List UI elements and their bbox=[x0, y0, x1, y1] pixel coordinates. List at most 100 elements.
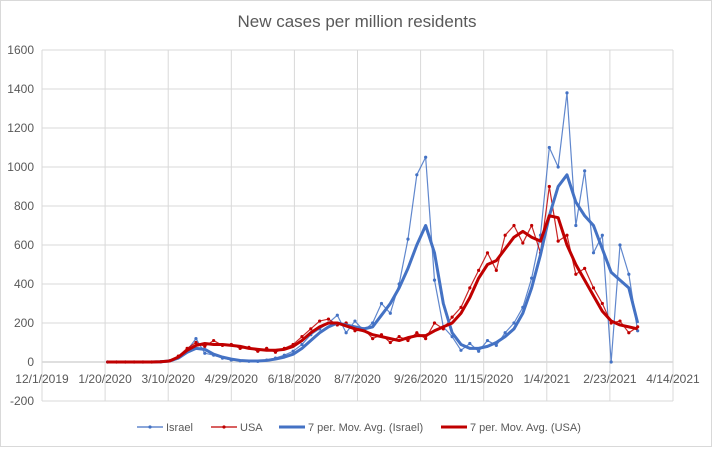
data-point bbox=[468, 341, 472, 346]
data-point bbox=[618, 243, 622, 247]
x-tick-label: 9/26/2020 bbox=[394, 372, 448, 386]
x-tick-label: 8/7/2020 bbox=[334, 372, 381, 386]
y-tick-label: 400 bbox=[14, 277, 34, 291]
data-point bbox=[591, 286, 596, 290]
data-point bbox=[335, 313, 339, 317]
y-tick-label: 1200 bbox=[7, 121, 34, 135]
data-point bbox=[432, 278, 437, 282]
data-point bbox=[194, 340, 198, 345]
data-point bbox=[494, 343, 498, 348]
data-point bbox=[406, 338, 410, 343]
chart-title: New cases per million residents bbox=[237, 12, 476, 31]
data-point bbox=[591, 251, 596, 255]
data-point bbox=[309, 327, 313, 331]
data-point bbox=[477, 349, 481, 353]
data-point bbox=[326, 317, 331, 321]
data-point bbox=[512, 223, 516, 228]
data-point bbox=[574, 272, 578, 276]
x-tick-label: 3/10/2020 bbox=[142, 372, 196, 386]
data-point bbox=[618, 319, 622, 323]
series-3 bbox=[107, 214, 638, 364]
x-tick-label: 6/18/2020 bbox=[268, 372, 322, 386]
legend-label: Israel bbox=[166, 422, 193, 434]
data-point bbox=[397, 335, 401, 339]
legend-marker bbox=[222, 425, 226, 429]
data-point bbox=[485, 338, 490, 343]
data-point bbox=[627, 331, 631, 335]
data-point bbox=[415, 331, 419, 335]
legend-item: Israel bbox=[137, 422, 193, 434]
data-point bbox=[371, 337, 375, 341]
data-point bbox=[600, 233, 604, 237]
data-point bbox=[530, 223, 534, 228]
y-tick-label: 1000 bbox=[7, 160, 34, 174]
data-point bbox=[415, 173, 419, 177]
data-point bbox=[627, 272, 631, 276]
data-point bbox=[503, 233, 507, 237]
data-point bbox=[432, 321, 437, 325]
data-point bbox=[300, 335, 304, 339]
data-point bbox=[212, 338, 216, 343]
legend-label: 7 per. Mov. Avg. (USA) bbox=[470, 422, 581, 434]
data-point bbox=[583, 169, 587, 173]
data-point bbox=[565, 91, 569, 95]
data-point bbox=[424, 155, 428, 159]
y-tick-label: 0 bbox=[27, 355, 34, 369]
y-tick-label: 1400 bbox=[7, 82, 34, 96]
legend-item: USA bbox=[211, 422, 263, 434]
y-tick-label: -200 bbox=[10, 394, 34, 408]
data-point bbox=[388, 311, 392, 315]
data-point bbox=[530, 276, 534, 280]
data-point bbox=[477, 268, 481, 272]
data-point bbox=[353, 319, 357, 323]
data-point bbox=[424, 337, 428, 341]
legend-marker bbox=[148, 425, 152, 429]
data-point bbox=[521, 241, 525, 245]
data-point bbox=[547, 145, 551, 150]
data-point bbox=[318, 319, 322, 323]
series-1 bbox=[106, 184, 640, 364]
data-point bbox=[388, 340, 392, 345]
x-tick-label: 12/1/2019 bbox=[15, 372, 69, 386]
data-point bbox=[547, 184, 551, 189]
data-point bbox=[459, 305, 463, 309]
data-point bbox=[406, 237, 410, 241]
data-point bbox=[574, 223, 578, 228]
x-tick-label: 11/15/2020 bbox=[454, 372, 513, 386]
data-point bbox=[194, 337, 198, 341]
data-point bbox=[459, 348, 463, 352]
data-point bbox=[379, 301, 384, 306]
data-point bbox=[468, 286, 472, 290]
x-tick-label: 4/14/2021 bbox=[646, 372, 700, 386]
data-point bbox=[512, 321, 516, 325]
data-point bbox=[450, 315, 454, 319]
x-tick-label: 4/29/2020 bbox=[205, 372, 259, 386]
y-tick-label: 800 bbox=[14, 199, 34, 213]
data-point bbox=[556, 165, 560, 169]
y-tick-label: 600 bbox=[14, 238, 34, 252]
x-tick-label: 1/20/2020 bbox=[78, 372, 132, 386]
data-point bbox=[485, 251, 490, 255]
data-point bbox=[203, 344, 207, 348]
x-tick-label: 2/23/2021 bbox=[583, 372, 637, 386]
x-tick-label: 1/4/2021 bbox=[523, 372, 570, 386]
legend-label: USA bbox=[240, 422, 263, 434]
data-point bbox=[494, 268, 498, 272]
y-tick-label: 1600 bbox=[7, 43, 34, 57]
data-point bbox=[344, 331, 348, 335]
y-tick-label: 200 bbox=[14, 316, 34, 330]
data-point bbox=[583, 266, 587, 270]
legend-item: 7 per. Mov. Avg. (Israel) bbox=[279, 422, 423, 434]
data-point bbox=[600, 301, 604, 306]
legend-item: 7 per. Mov. Avg. (USA) bbox=[441, 422, 581, 434]
legend-label: 7 per. Mov. Avg. (Israel) bbox=[308, 422, 423, 434]
series-line bbox=[107, 214, 638, 364]
data-point bbox=[300, 342, 304, 347]
data-point bbox=[556, 239, 560, 243]
data-point bbox=[203, 351, 207, 355]
data-point bbox=[609, 360, 613, 364]
data-point bbox=[565, 233, 569, 237]
data-point bbox=[503, 331, 507, 335]
